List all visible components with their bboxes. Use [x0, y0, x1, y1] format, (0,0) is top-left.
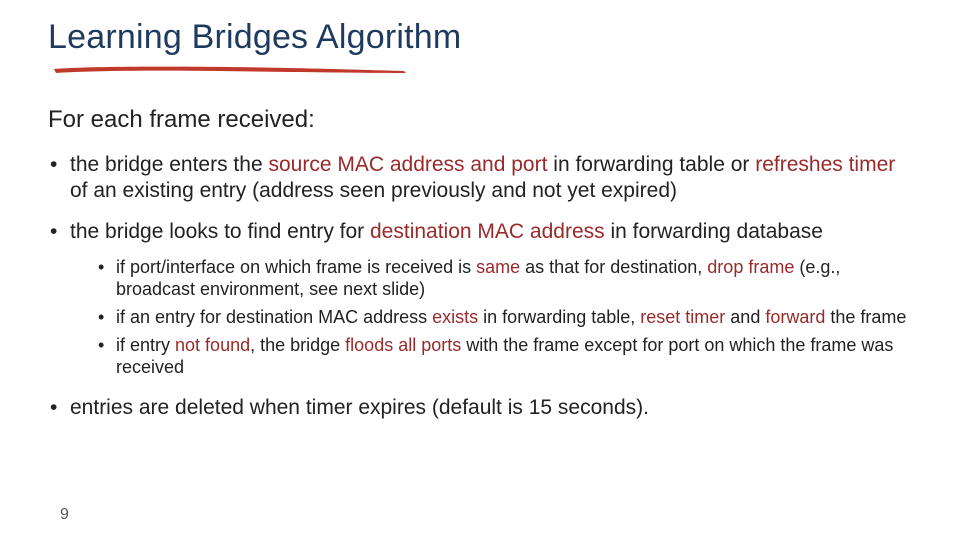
body-text: as that for destination, [520, 257, 707, 277]
sub-bullet-item: if entry not found, the bridge floods al… [96, 335, 912, 379]
body-text: if entry [116, 335, 175, 355]
highlight-text: refreshes timer [755, 153, 895, 176]
sub-bullet-item: if port/interface on which frame is rece… [96, 257, 912, 301]
underline-path [54, 67, 406, 73]
body-text: if an entry for destination MAC address [116, 307, 432, 327]
bullet-item: entries are deleted when timer expires (… [48, 395, 912, 421]
highlight-text: same [476, 257, 520, 277]
slide-container: Learning Bridges Algorithm For each fram… [0, 0, 960, 420]
title-underline [48, 61, 418, 79]
body-text: in forwarding database [605, 220, 823, 243]
bullet-list: the bridge enters the source MAC address… [48, 152, 912, 420]
bullet-item: the bridge enters the source MAC address… [48, 152, 912, 203]
body-text: the bridge enters the [70, 153, 268, 176]
body-text: if port/interface on which frame is rece… [116, 257, 476, 277]
highlight-text: drop frame [707, 257, 794, 277]
slide-title: Learning Bridges Algorithm [48, 18, 912, 57]
highlight-text: destination MAC address [370, 220, 605, 243]
slide-subhead: For each frame received: [48, 106, 912, 134]
highlight-text: not found [175, 335, 250, 355]
highlight-text: reset timer [640, 307, 725, 327]
sub-bullet-item: if an entry for destination MAC address … [96, 307, 912, 329]
bullet-item: the bridge looks to find entry for desti… [48, 219, 912, 378]
highlight-text: exists [432, 307, 478, 327]
body-text: the frame [825, 307, 906, 327]
highlight-text: floods all ports [345, 335, 461, 355]
body-text: and [725, 307, 765, 327]
highlight-text: forward [765, 307, 825, 327]
body-text: in forwarding table, [478, 307, 640, 327]
body-text: entries are deleted when timer expires (… [70, 396, 649, 419]
body-text: in forwarding table or [547, 153, 755, 176]
sub-bullet-list: if port/interface on which frame is rece… [70, 257, 912, 379]
slide-number: 9 [60, 506, 69, 524]
highlight-text: source MAC address and port [268, 153, 547, 176]
body-text: , the bridge [250, 335, 345, 355]
body-text: of an existing entry (address seen previ… [70, 179, 677, 202]
body-text: the bridge looks to find entry for [70, 220, 370, 243]
